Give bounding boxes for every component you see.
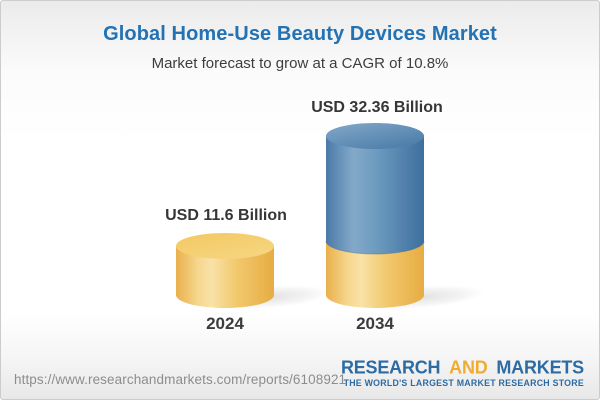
category-label-2034: 2034 (356, 314, 394, 333)
chart-subtitle: Market forecast to grow at a CAGR of 10.… (151, 55, 449, 72)
logo-tagline: THE WORLD'S LARGEST MARKET RESEARCH STOR… (343, 378, 584, 388)
logo-word-and: AND (449, 356, 488, 378)
bar-2034 (325, 123, 425, 308)
logo-word-markets: MARKETS (496, 356, 584, 378)
report-url-link[interactable]: https://www.researchandmarkets.com/repor… (14, 372, 347, 387)
value-label-2034: USD 32.36 Billion (311, 99, 443, 116)
research-and-markets-logo: RESEARCH AND MARKETS THE WORLD'S LARGEST… (341, 358, 584, 388)
chart-title: Global Home-Use Beauty Devices Market (103, 23, 497, 45)
category-label-2024: 2024 (206, 314, 244, 333)
bar-2024 (176, 233, 274, 308)
logo-word-research: RESEARCH (340, 356, 441, 378)
logo-wordmark: RESEARCH AND MARKETS (340, 356, 584, 378)
value-label-2024: USD 11.6 Billion (165, 207, 287, 224)
